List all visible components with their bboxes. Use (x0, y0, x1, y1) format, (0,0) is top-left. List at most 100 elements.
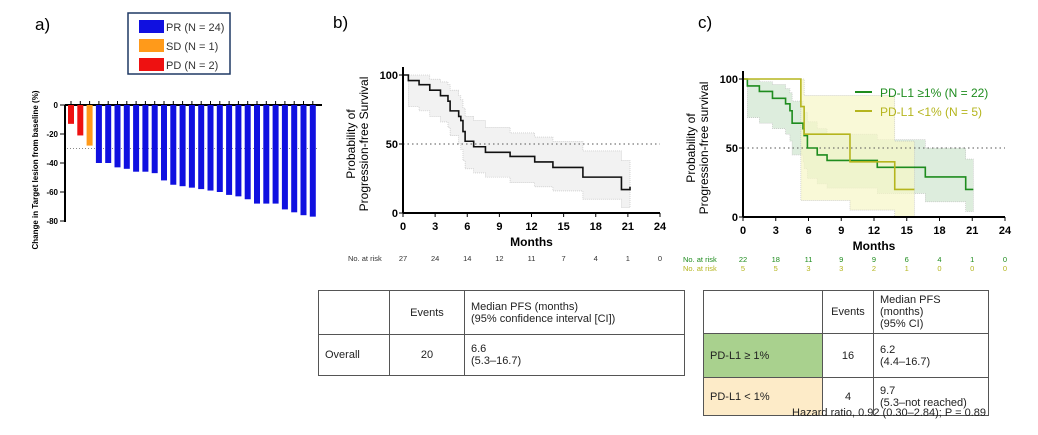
bar (95, 105, 102, 163)
risk-count: 1 (626, 254, 630, 263)
y-tick-label: -80 (46, 217, 58, 226)
bar (179, 105, 186, 187)
y-tick-label: -40 (46, 159, 58, 168)
risk-count: 12 (495, 254, 503, 263)
bar (133, 105, 140, 172)
legend-label: PR (N = 24) (166, 22, 224, 34)
y-tick-label: 0 (392, 208, 398, 220)
legend-swatch (139, 20, 164, 33)
risk-count: 7 (562, 254, 566, 263)
risk-count: 5 (741, 264, 745, 273)
x-tick-label: 18 (933, 225, 945, 237)
x-axis-label: Months (510, 235, 553, 249)
risk-count: 0 (1003, 264, 1007, 273)
bar (263, 105, 270, 204)
cell-median: 9.7 (5.3–not reached) (873, 377, 989, 416)
x-tick-label: 9 (838, 225, 844, 237)
row-label-pdl1-high: PD-L1 ≥ 1% (703, 333, 823, 378)
panel-label: a) (35, 15, 50, 34)
th-events: Events (822, 290, 874, 334)
row-label: Overall (318, 334, 390, 376)
y-axis-label: Probability of (344, 109, 358, 179)
panel-label: b) (333, 13, 348, 32)
x-tick-label: 12 (868, 225, 880, 237)
risk-count: 3 (806, 264, 810, 273)
risk-label: No. at risk (683, 264, 717, 273)
bar (86, 105, 93, 146)
table-c: Events Median PFS (months) (95% CI) PD-L1… (703, 290, 989, 416)
panel-label: c) (698, 13, 712, 32)
bar (161, 105, 167, 181)
risk-count: 9 (839, 255, 843, 264)
y-tick-label: 50 (726, 143, 738, 155)
risk-count: 4 (937, 255, 941, 264)
x-tick-label: 15 (558, 221, 570, 233)
y-tick-label: 100 (380, 70, 398, 82)
bar (281, 105, 288, 210)
bar (142, 105, 149, 172)
risk-count: 3 (839, 264, 843, 273)
survival-curve (743, 78, 915, 191)
th (318, 290, 390, 335)
bar (170, 105, 177, 185)
bar (291, 105, 298, 213)
bar (188, 105, 195, 188)
bar (68, 105, 74, 124)
survival-curve (403, 74, 631, 191)
cell-events: 16 (822, 333, 874, 378)
th (703, 290, 823, 334)
risk-count: 11 (528, 254, 536, 263)
x-tick-label: 6 (805, 225, 811, 237)
th-median: Median PFS (months) (95% CI) (873, 290, 989, 334)
risk-count: 14 (463, 254, 471, 263)
bar (235, 105, 242, 197)
x-tick-label: 9 (496, 221, 502, 233)
bar (244, 105, 251, 200)
risk-label: No. at risk (683, 255, 717, 264)
legend-swatch (139, 58, 164, 71)
risk-count: 9 (872, 255, 876, 264)
x-tick-label: 12 (525, 221, 537, 233)
bar (114, 105, 121, 168)
hazard-ratio: Hazard ratio, 0.92 (0.30–2.84); P = 0.89 (792, 407, 986, 419)
y-axis-label: Probability of (684, 113, 698, 183)
risk-count: 11 (805, 255, 813, 264)
bar (207, 105, 214, 191)
risk-count: 27 (399, 254, 407, 263)
x-tick-label: 3 (773, 225, 779, 237)
cell-median: 6.2 (4.4–16.7) (873, 333, 989, 378)
risk-count: 1 (905, 264, 909, 273)
bar (151, 105, 158, 174)
table-b: Events Median PFS (months) (95% confidenc… (318, 290, 685, 376)
risk-count: 0 (658, 254, 662, 263)
bar (77, 105, 84, 136)
y-tick-label: 100 (720, 74, 738, 86)
bar (226, 105, 233, 195)
x-tick-label: 21 (622, 221, 634, 233)
risk-count: 0 (1003, 255, 1007, 264)
cell-median: 6.6 (5.3–16.7) (464, 334, 685, 376)
bar (198, 105, 205, 190)
row-label-pdl1-low: PD-L1 < 1% (703, 377, 823, 416)
th-median: Median PFS (months) (95% confidence inte… (464, 290, 685, 335)
legend-label: SD (N = 1) (166, 41, 218, 53)
confidence-band (403, 74, 631, 208)
risk-count: 4 (594, 254, 598, 263)
x-tick-label: 0 (740, 225, 746, 237)
x-tick-label: 6 (464, 221, 470, 233)
risk-count: 22 (739, 255, 747, 264)
bar (272, 105, 279, 204)
y-tick-label: 0 (732, 212, 738, 224)
y-axis-label: Progression-free Survival (357, 77, 371, 212)
legend-swatch (139, 39, 164, 52)
risk-count: 0 (970, 264, 974, 273)
risk-count: 1 (970, 255, 974, 264)
risk-count: 5 (774, 264, 778, 273)
y-axis-label: Change in Target lesion from baseline (%… (31, 90, 40, 249)
bar (123, 105, 130, 169)
x-tick-label: 21 (966, 225, 978, 237)
risk-count: 6 (905, 255, 909, 264)
y-axis-label: Progression-free survival (697, 82, 711, 215)
x-tick-label: 24 (999, 225, 1012, 237)
